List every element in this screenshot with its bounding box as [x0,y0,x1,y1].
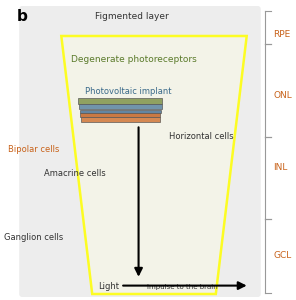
FancyBboxPatch shape [80,110,161,113]
FancyBboxPatch shape [19,6,261,297]
FancyBboxPatch shape [79,104,162,109]
Text: RPE: RPE [274,30,291,39]
Text: Impulse to the brain: Impulse to the brain [147,284,218,290]
Text: Photovoltaic implant: Photovoltaic implant [86,87,172,96]
Text: GCL: GCL [274,250,292,260]
FancyBboxPatch shape [81,117,160,122]
Text: b: b [16,9,27,24]
Text: INL: INL [274,164,288,172]
Text: Amacrine cells: Amacrine cells [44,169,106,178]
Text: Bipolar cells: Bipolar cells [7,146,59,154]
FancyBboxPatch shape [78,98,163,104]
Text: Degenerate photoreceptors: Degenerate photoreceptors [71,56,197,64]
Polygon shape [61,36,247,294]
Text: Horizontal cells: Horizontal cells [169,132,234,141]
FancyBboxPatch shape [80,112,160,117]
Text: Figmented layer: Figmented layer [95,12,168,21]
Text: Light: Light [99,282,120,291]
Text: Ganglion cells: Ganglion cells [4,232,63,242]
Text: ONL: ONL [274,92,292,100]
